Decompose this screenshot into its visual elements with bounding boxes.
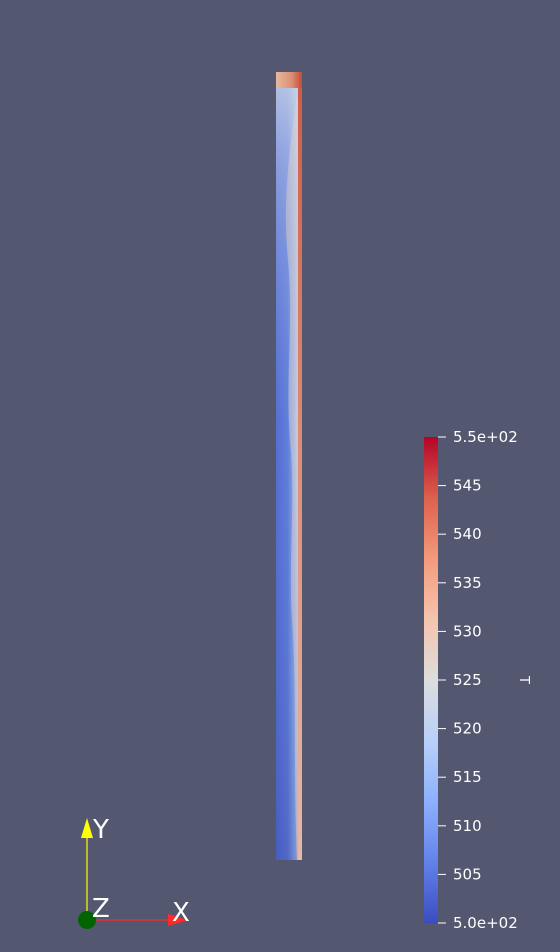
warm-front <box>285 100 302 860</box>
domain-shading <box>276 72 302 860</box>
scalar-bar-tick-label: 5.0e+02 <box>453 914 518 932</box>
domain-top-cap <box>276 72 302 88</box>
scalar-bar-tick-label: 525 <box>453 671 482 689</box>
scalar-bar-tick-label: 510 <box>453 817 482 835</box>
scalar-bar-tick-label: 505 <box>453 865 482 883</box>
z-axis-dot-icon <box>78 911 96 929</box>
scalar-bar-tick-label: 5.5e+02 <box>453 428 518 446</box>
domain-slice[interactable] <box>276 72 302 860</box>
x-axis-arrow-icon <box>168 914 188 926</box>
scalar-bar-tick-label: 535 <box>453 574 482 592</box>
x-axis-label: X <box>172 898 190 928</box>
y-axis-label: Y <box>92 815 109 845</box>
scalar-bar-tick-label: 520 <box>453 720 482 738</box>
y-axis-arrow-icon <box>81 818 93 838</box>
z-axis-label: Z <box>92 894 110 924</box>
hot-wall <box>298 72 302 860</box>
scalar-bar-tick-label: 515 <box>453 768 482 786</box>
scalar-bar-tick-label: 545 <box>453 477 482 495</box>
orientation-axes: Y X Z <box>78 815 190 929</box>
scalar-bar-ticks: 5.5e+02 545 540 535 530 525 520 515 510 505 5.0e+0… <box>438 428 518 932</box>
scalar-bar-gradient <box>424 437 438 923</box>
scalar-bar[interactable]: 5.5e+02 545 540 535 530 525 520 515 510 505 5.0e+0… <box>424 428 531 932</box>
scalar-bar-tick-label: 530 <box>453 622 482 640</box>
scalar-bar-tick-label: 540 <box>453 525 482 543</box>
scalar-bar-variable-label: T <box>516 675 531 684</box>
